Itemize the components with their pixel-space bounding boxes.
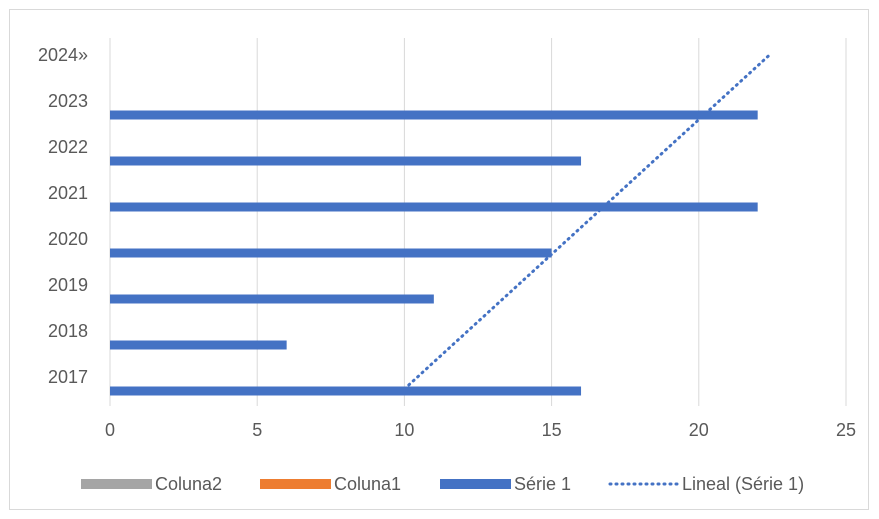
y-tick-label: 2019	[48, 275, 88, 295]
bar	[110, 386, 582, 396]
x-tick-label: 5	[252, 420, 262, 440]
y-tick-label: 2018	[48, 321, 88, 341]
y-tick-label: 2021	[48, 183, 88, 203]
chart-frame	[9, 9, 869, 510]
x-tick-label: 25	[836, 420, 856, 440]
x-tick-label: 10	[394, 420, 414, 440]
legend-label: Lineal (Série 1)	[682, 474, 804, 494]
bar	[110, 156, 582, 166]
legend-swatch	[440, 479, 511, 489]
y-tick-label: 2017	[48, 367, 88, 387]
trendline	[402, 53, 771, 391]
y-tick-label: 2020	[48, 229, 88, 249]
bar	[110, 248, 552, 258]
legend-label: Coluna1	[334, 474, 401, 494]
x-tick-label: 0	[105, 420, 115, 440]
y-tick-label: 2024»	[38, 45, 88, 65]
x-tick-label: 20	[689, 420, 709, 440]
bar	[110, 202, 758, 212]
x-tick-label: 15	[542, 420, 562, 440]
legend-swatch	[81, 479, 152, 489]
bar	[110, 340, 287, 350]
legend-label: Coluna2	[155, 474, 222, 494]
legend-swatch	[260, 479, 331, 489]
legend-label: Série 1	[514, 474, 571, 494]
y-tick-label: 2023	[48, 91, 88, 111]
bar	[110, 110, 758, 120]
bar	[110, 294, 434, 304]
y-tick-label: 2022	[48, 137, 88, 157]
